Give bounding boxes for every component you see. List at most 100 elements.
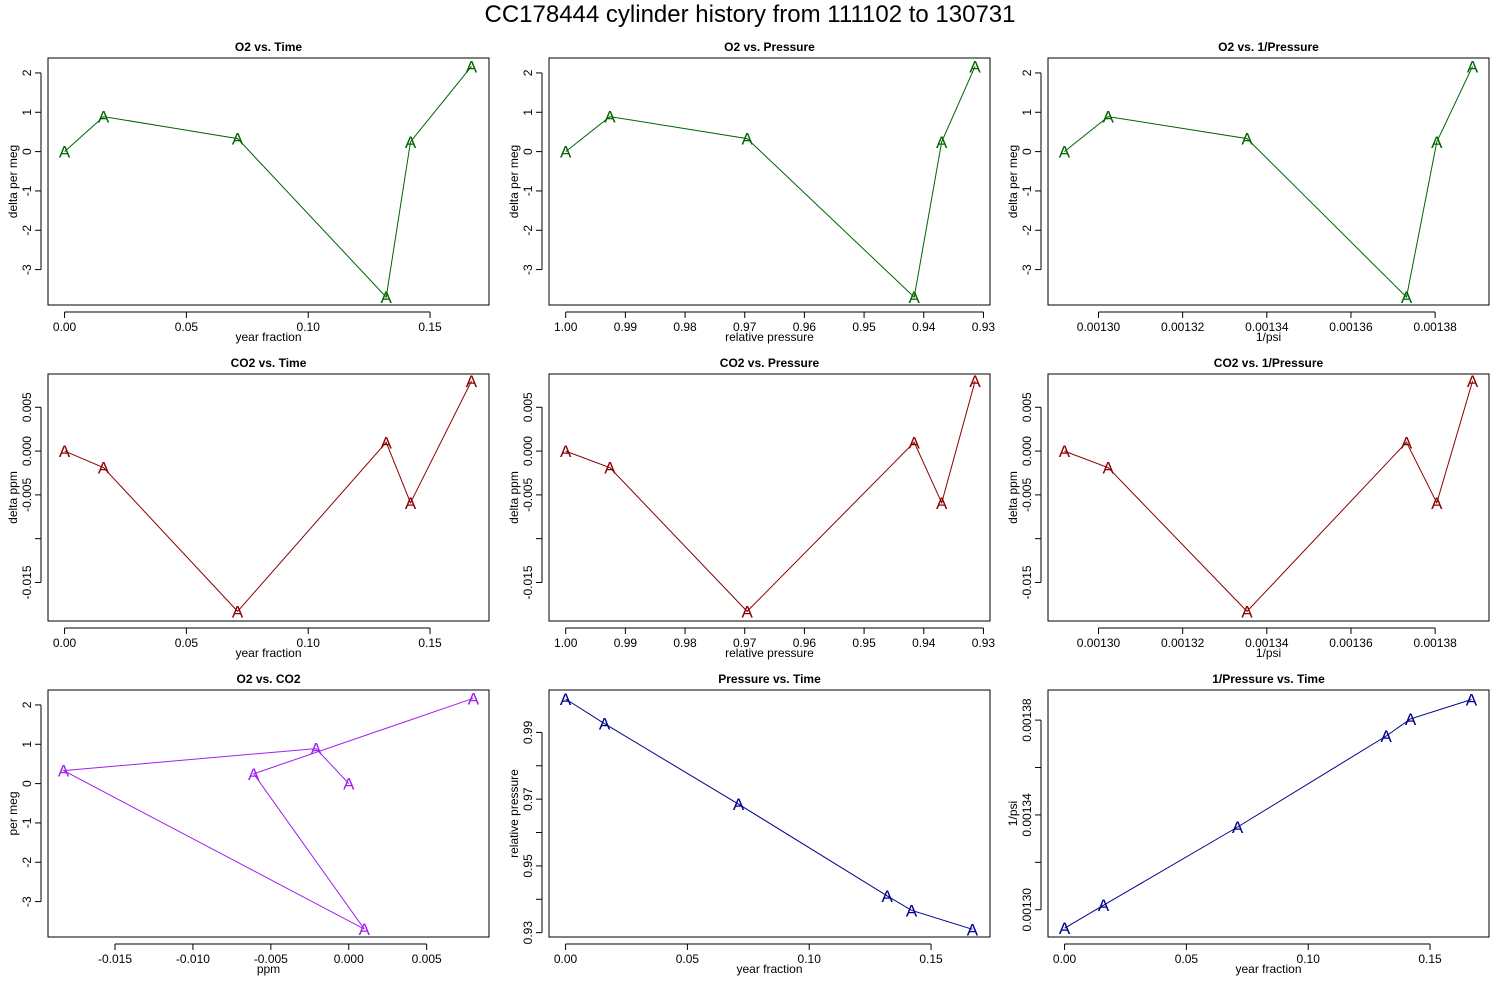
data-point: A — [98, 108, 110, 127]
y-tick-label: 0.000 — [20, 436, 34, 466]
panel-title: CO2 vs. 1/Pressure — [1214, 356, 1324, 370]
panel-title: O2 vs. Pressure — [724, 40, 815, 54]
y-tick-label: 0 — [20, 148, 34, 155]
y-tick-label: -0.005 — [521, 478, 535, 512]
data-point: A — [1467, 57, 1479, 76]
y-tick-label: -3 — [1020, 264, 1034, 275]
plot-frame — [548, 373, 991, 622]
data-point: A — [98, 459, 110, 478]
x-tick-label: 0.00138 — [1413, 636, 1457, 650]
y-tick-label: -1 — [20, 185, 34, 196]
data-point: A — [58, 762, 70, 781]
data-point: A — [468, 689, 480, 708]
y-tick-label: 0.005 — [1020, 392, 1034, 422]
series-line — [565, 66, 976, 299]
series-line — [64, 380, 472, 613]
x-tick-label: 0.00 — [1053, 952, 1077, 966]
y-tick-label: -1 — [521, 185, 535, 196]
data-point: A — [909, 433, 921, 452]
y-tick-label: -0.015 — [1020, 565, 1034, 599]
data-point: A — [59, 143, 71, 162]
x-tick-label: 0.00138 — [1413, 320, 1457, 334]
y-tick-label: 0 — [20, 780, 34, 787]
y-tick-label: -3 — [521, 264, 535, 275]
x-tick-label: 0.05 — [1175, 952, 1199, 966]
x-tick-label: 0.00132 — [1161, 320, 1205, 334]
data-point: A — [936, 494, 948, 513]
data-point: A — [1059, 919, 1071, 938]
y-tick-label: 2 — [521, 69, 535, 76]
data-point: A — [967, 920, 979, 939]
panel-inv-pressure-vs-time: 1/Pressure vs. Time 0.00 0.05 0.10 0.15 0.001… — [1006, 672, 1490, 976]
x-tick-label: 0.000 — [334, 952, 364, 966]
x-tick-label: 0.95 — [852, 320, 876, 334]
y-tick-label: -3 — [20, 264, 34, 275]
x-tick-label: 0.00 — [53, 636, 77, 650]
data-point: A — [969, 372, 981, 391]
panel-co2-vs-pressure: CO2 vs. Pressure 1.00 0.99 0.98 0.97 0.96 0.95… — [507, 356, 995, 660]
y-tick-label: -0.015 — [20, 565, 34, 599]
x-axis-label: relative pressure — [725, 330, 814, 344]
x-axis-label: 1/psi — [1256, 646, 1281, 660]
x-axis-label: ppm — [257, 962, 280, 976]
x-axis-label: year fraction — [235, 330, 301, 344]
y-tick-label: 1 — [20, 109, 34, 116]
y-tick-label: -0.005 — [1020, 478, 1034, 512]
y-tick-label: 0.95 — [521, 854, 535, 878]
y-tick-label: 1 — [1020, 109, 1034, 116]
x-tick-label: 0.05 — [175, 636, 199, 650]
x-tick-label: 0.96 — [793, 320, 817, 334]
data-point: A — [1103, 108, 1115, 127]
y-axis-label: delta per meg — [1006, 145, 1020, 218]
x-axis-label: year fraction — [235, 646, 301, 660]
data-point: A — [604, 459, 616, 478]
data-point: A — [59, 442, 71, 461]
y-tick-label: 2 — [1020, 69, 1034, 76]
data-point: A — [232, 130, 244, 149]
data-point: A — [248, 765, 260, 784]
plot-frame — [1047, 57, 1490, 306]
series-line — [1064, 380, 1474, 613]
y-tick-label: 0.00138 — [1020, 698, 1034, 742]
y-tick-label: 2 — [20, 69, 34, 76]
data-point: A — [405, 494, 417, 513]
data-point: A — [906, 901, 918, 920]
x-tick-label: 0.15 — [919, 952, 943, 966]
plot-frame — [548, 689, 991, 938]
panel-o2-vs-inv-pressure: O2 vs. 1/Pressure 0.00130 0.00132 0.00134 0.… — [1006, 40, 1490, 344]
x-tick-label: 1.00 — [554, 636, 578, 650]
x-tick-label: 0.10 — [297, 320, 321, 334]
data-point: A — [1381, 727, 1393, 746]
plot-frame — [548, 57, 991, 306]
data-point: A — [1431, 494, 1443, 513]
y-tick-label: 0.005 — [521, 392, 535, 422]
x-tick-label: 0.96 — [793, 636, 817, 650]
panel-title: O2 vs. Time — [235, 40, 302, 54]
data-point: A — [1059, 442, 1071, 461]
y-tick-label: -2 — [521, 225, 535, 236]
x-tick-label: 0.10 — [297, 636, 321, 650]
panel-title: Pressure vs. Time — [718, 672, 821, 686]
data-point: A — [882, 887, 894, 906]
data-point: A — [1103, 459, 1115, 478]
y-tick-label: -2 — [1020, 225, 1034, 236]
data-point: A — [1431, 133, 1443, 152]
x-tick-label: 0.005 — [412, 952, 442, 966]
data-point: A — [560, 143, 572, 162]
x-tick-label: 0.99 — [614, 636, 638, 650]
data-point: A — [1467, 372, 1479, 391]
series-line — [565, 698, 973, 930]
x-tick-label: 0.10 — [798, 952, 822, 966]
x-tick-label: 0.97 — [733, 320, 757, 334]
x-tick-label: 0.10 — [1297, 952, 1321, 966]
panel-co2-vs-time: CO2 vs. Time 0.00 0.05 0.10 0.15 0.005 0.000 -0… — [6, 356, 490, 660]
x-tick-label: 0.98 — [673, 320, 697, 334]
data-point: A — [909, 288, 921, 307]
y-tick-label: -0.015 — [521, 565, 535, 599]
series-line — [565, 380, 976, 613]
data-point: A — [741, 602, 753, 621]
x-tick-label: 0.93 — [972, 636, 996, 650]
data-point: A — [1241, 602, 1253, 621]
x-tick-label: 0.95 — [852, 636, 876, 650]
